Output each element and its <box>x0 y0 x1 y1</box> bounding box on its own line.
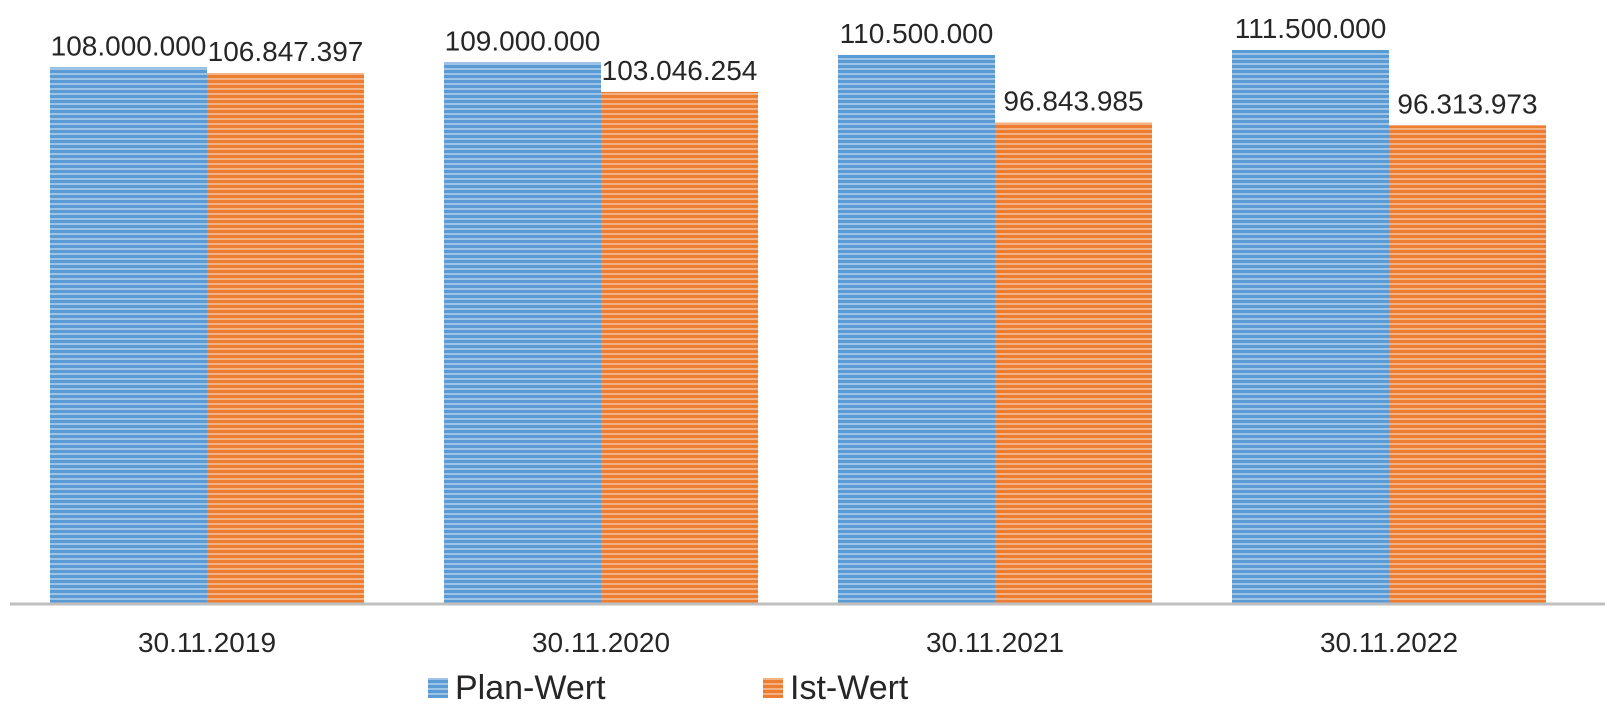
data-label-plan-wert-30.11.2021: 110.500.000 <box>840 18 994 49</box>
bar-ist-wert-30.11.2019 <box>207 73 364 603</box>
legend-label-ist-wert: Ist-Wert <box>790 669 909 707</box>
data-label-plan-wert-30.11.2019: 108.000.000 <box>51 30 207 61</box>
x-tick-label-30.11.2020: 30.11.2020 <box>532 627 670 658</box>
legend-label-plan-wert: Plan-Wert <box>455 669 606 707</box>
data-label-plan-wert-30.11.2020: 109.000.000 <box>445 25 601 56</box>
bar-plan-wert-30.11.2020 <box>444 62 601 603</box>
bar-plan-wert-30.11.2022 <box>1232 50 1389 603</box>
bar-plan-wert-30.11.2021 <box>838 54 995 603</box>
data-labels-layer: 108.000.000 106.847.397 109.000.000103.046… <box>51 13 1538 119</box>
legend-swatch-plan-wert <box>428 678 448 698</box>
x-tick-label-30.11.2019: 30.11.2019 <box>138 627 276 658</box>
x-tick-labels: 30.11.2019 30.11.2020 30.11.2021 30.11.2022 <box>138 627 1458 658</box>
bar-ist-wert-30.11.2020 <box>601 91 758 603</box>
data-label-plan-wert-30.11.2022: 111.500.000 <box>1235 13 1387 44</box>
legend: Plan-Wert Ist-Wert <box>428 669 909 707</box>
legend-swatch-ist-wert <box>763 678 783 698</box>
data-label-ist-wert-30.11.2022: 96.313.973 <box>1397 88 1537 119</box>
data-label-ist-wert-30.11.2019: 106.847.397 <box>208 36 364 67</box>
bar-plan-wert-30.11.2019 <box>50 67 207 603</box>
bar-ist-wert-30.11.2021 <box>995 122 1152 604</box>
data-label-ist-wert-30.11.2020: 103.046.254 <box>602 55 758 86</box>
data-label-ist-wert-30.11.2021: 96.843.985 <box>1003 86 1143 117</box>
x-tick-label-30.11.2022: 30.11.2022 <box>1320 627 1458 658</box>
x-tick-label-30.11.2021: 30.11.2021 <box>926 627 1064 658</box>
bars-layer <box>50 50 1546 604</box>
bar-ist-wert-30.11.2022 <box>1389 125 1546 603</box>
